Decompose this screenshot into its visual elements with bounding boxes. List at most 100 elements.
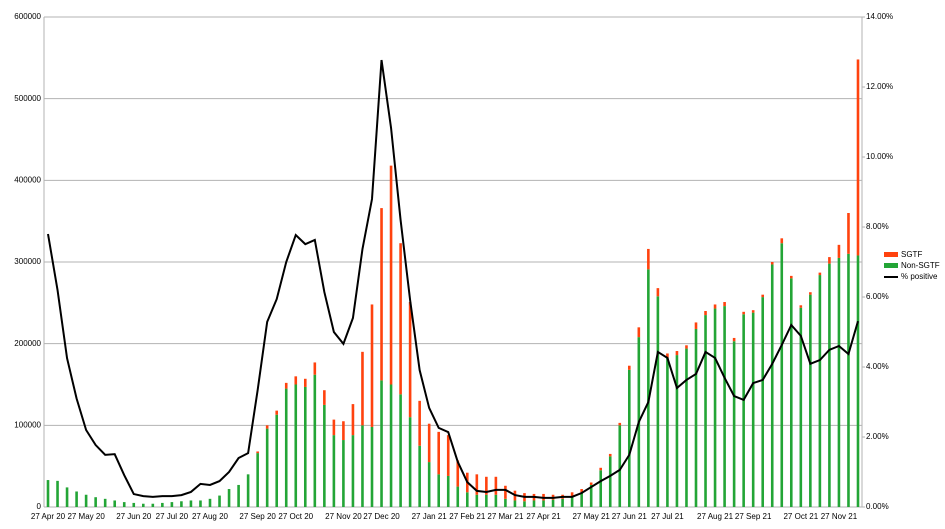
bar xyxy=(446,435,450,476)
bar xyxy=(618,422,622,426)
bar xyxy=(256,451,259,454)
bar xyxy=(561,498,564,507)
bar xyxy=(284,388,288,507)
x-tick-label: 27 Jan 21 xyxy=(412,512,448,521)
bar xyxy=(685,348,688,507)
bar xyxy=(580,489,583,493)
bar xyxy=(313,362,317,375)
bar xyxy=(694,328,698,507)
x-tick-label: 27 Mar 21 xyxy=(487,512,524,521)
bar xyxy=(551,499,555,507)
legend-swatch xyxy=(884,263,898,268)
bar xyxy=(809,292,812,295)
bar xyxy=(237,484,240,507)
bar xyxy=(370,426,374,507)
bar xyxy=(418,400,421,446)
bar xyxy=(694,322,698,329)
bar xyxy=(465,492,469,507)
bar xyxy=(475,494,479,507)
bar xyxy=(437,474,441,507)
bar xyxy=(170,502,174,507)
legend-label: % positive xyxy=(901,272,938,281)
x-tick-label: 27 Nov 20 xyxy=(325,512,362,521)
bar xyxy=(389,384,393,507)
bar xyxy=(361,351,364,426)
x-tick-label: 27 Aug 20 xyxy=(192,512,229,521)
bar xyxy=(323,390,326,405)
bar xyxy=(647,248,650,270)
bar xyxy=(789,275,793,279)
bar xyxy=(580,492,583,507)
y-tick-label: 400000 xyxy=(14,175,41,184)
bar xyxy=(589,484,593,507)
bar xyxy=(608,453,612,457)
y2-tick-label: 6.00% xyxy=(866,292,889,301)
bar xyxy=(647,269,650,507)
bar xyxy=(847,213,850,254)
bar xyxy=(189,500,193,507)
bar xyxy=(494,494,498,507)
bar xyxy=(141,503,145,507)
bar xyxy=(751,310,755,313)
y-tick-label: 0 xyxy=(37,502,42,511)
bar xyxy=(227,489,231,507)
bar xyxy=(84,494,88,507)
bar xyxy=(761,294,765,298)
bar xyxy=(618,425,622,507)
bar xyxy=(666,353,669,358)
bar xyxy=(685,345,688,349)
x-tick-label: 27 May 20 xyxy=(67,512,105,521)
x-tick-label: 27 Jun 21 xyxy=(612,512,648,521)
bar xyxy=(332,419,336,436)
bar xyxy=(408,417,412,507)
bar xyxy=(323,404,326,507)
bar xyxy=(161,502,164,507)
bar xyxy=(818,272,822,276)
bar xyxy=(770,264,774,507)
bar xyxy=(523,501,526,507)
bar xyxy=(46,480,50,507)
x-tick-label: 27 Aug 21 xyxy=(697,512,734,521)
y2-tick-label: 10.00% xyxy=(866,152,893,161)
x-tick-label: 27 Apr 21 xyxy=(526,512,561,521)
bar xyxy=(75,491,78,507)
bar xyxy=(342,421,345,441)
y-tick-label: 100000 xyxy=(14,420,41,429)
bar xyxy=(542,500,545,507)
bar xyxy=(408,302,412,418)
bar xyxy=(351,404,355,436)
bar xyxy=(599,467,603,471)
bar xyxy=(713,308,717,507)
y2-tick-label: 4.00% xyxy=(866,362,889,371)
bar xyxy=(742,311,745,315)
bar xyxy=(570,492,574,497)
bar xyxy=(218,495,221,507)
y2-tick-label: 12.00% xyxy=(866,82,893,91)
bar xyxy=(627,369,631,507)
y2-tick-label: 0.00% xyxy=(866,502,889,511)
y2-tick-label: 8.00% xyxy=(866,222,889,231)
bar xyxy=(265,428,269,507)
y2-tick-label: 2.00% xyxy=(866,432,889,441)
line xyxy=(47,59,859,499)
bar xyxy=(380,208,383,381)
bar xyxy=(742,314,745,507)
bar xyxy=(446,475,450,507)
bar xyxy=(180,501,183,507)
bar xyxy=(666,357,669,507)
bar xyxy=(103,498,107,507)
bar xyxy=(475,474,479,495)
bar xyxy=(65,487,69,507)
bar xyxy=(122,502,126,507)
bar xyxy=(399,394,402,507)
y-tick-label: 200000 xyxy=(14,339,41,348)
bar xyxy=(332,435,336,507)
bar xyxy=(303,386,307,507)
bar xyxy=(418,445,421,507)
x-tick-label: 27 Apr 20 xyxy=(31,512,66,521)
bar xyxy=(570,496,574,507)
bar xyxy=(599,470,603,507)
bar xyxy=(732,341,736,507)
bar xyxy=(303,378,307,387)
